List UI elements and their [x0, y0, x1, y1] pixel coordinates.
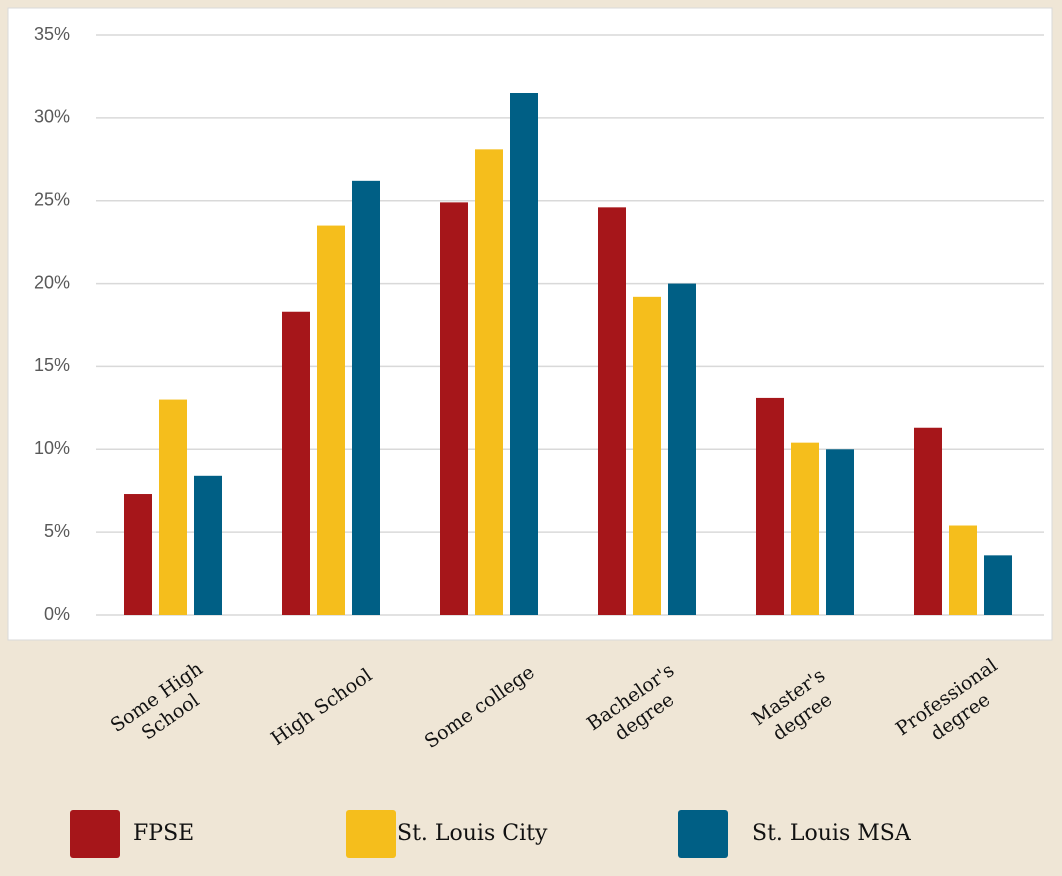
y-tick-label: 20%: [34, 272, 70, 292]
legend-label: St. Louis City: [397, 821, 548, 846]
x-tick-label: Professionaldegree: [892, 654, 1015, 760]
bar: [756, 397, 784, 615]
bar: [668, 283, 696, 615]
bar: [510, 93, 538, 615]
bar: [914, 427, 942, 615]
bar: [159, 399, 187, 615]
bar: [282, 311, 310, 615]
bar: [317, 225, 345, 616]
legend-label: FPSE: [133, 821, 194, 846]
x-tick-label: Some college: [421, 661, 539, 753]
bar: [984, 555, 1012, 615]
x-tick-label: High School: [267, 664, 376, 750]
bar: [352, 180, 380, 616]
legend-swatch: [70, 810, 120, 858]
bar: [791, 442, 819, 615]
y-tick-label: 25%: [34, 189, 70, 209]
x-tick-label-line: Some college: [421, 661, 539, 753]
y-tick-label: 35%: [34, 24, 70, 44]
bar: [475, 149, 503, 616]
bar: [598, 207, 626, 616]
y-tick-label: 30%: [34, 107, 70, 127]
bar: [124, 494, 152, 615]
bar: [440, 202, 468, 615]
x-tick-label-line: High School: [267, 664, 376, 750]
legend-label: St. Louis MSA: [752, 821, 912, 846]
x-tick-label: Bachelor'sdegree: [583, 659, 692, 755]
x-tick-label: Some HighSchool: [107, 658, 221, 757]
bar: [194, 475, 222, 615]
bar: [826, 449, 854, 615]
bar: [949, 525, 977, 615]
y-tick-label: 15%: [34, 355, 70, 375]
x-tick-label: Master'sdegree: [748, 664, 843, 750]
y-tick-label: 0%: [44, 604, 70, 624]
legend-swatch: [346, 810, 396, 858]
bar: [633, 296, 661, 615]
y-tick-label: 10%: [34, 438, 70, 458]
y-tick-label: 5%: [44, 521, 70, 541]
legend-swatch: [678, 810, 728, 858]
